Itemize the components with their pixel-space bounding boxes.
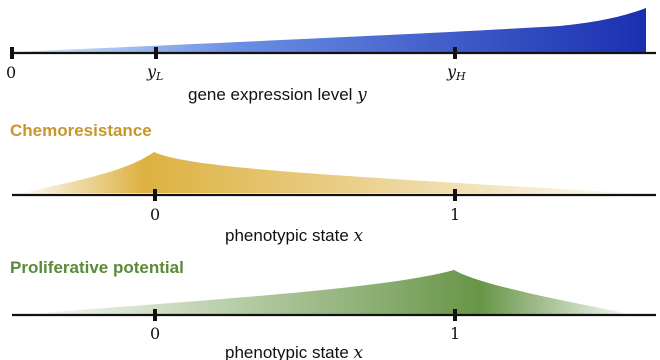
chemo-tick-0-mark	[153, 189, 157, 201]
prolif-curve	[30, 270, 630, 314]
chemo-tick-1-mark	[453, 189, 457, 201]
tick-zero-label: 0	[6, 63, 16, 82]
chemo-curve	[22, 152, 630, 193]
tick-yh-label: yH	[446, 62, 466, 83]
prolif-panel: Proliferative potential 0 1 phenotypic s…	[10, 258, 656, 360]
chemo-axis-label: phenotypic state x	[225, 226, 364, 246]
chemo-panel: Chemoresistance 0 1 phenotypic state x	[10, 121, 656, 246]
expression-wedge	[12, 8, 646, 52]
prolif-tick-1-mark	[453, 309, 457, 321]
prolif-tick-0-mark	[153, 309, 157, 321]
tick-zero-mark	[10, 47, 14, 59]
expression-axis-label: gene expression level y	[188, 85, 367, 105]
prolif-axis-label: phenotypic state x	[225, 343, 364, 360]
expression-panel: 0 yL yH gene expression level y	[6, 8, 656, 105]
tick-yl-label: yL	[146, 62, 163, 83]
prolif-tick-0-label: 0	[150, 324, 160, 343]
prolif-title: Proliferative potential	[10, 258, 184, 277]
tick-yh-mark	[453, 47, 457, 59]
chemo-tick-0-label: 0	[150, 205, 160, 224]
chemo-tick-1-label: 1	[450, 205, 460, 224]
chemo-title: Chemoresistance	[10, 121, 152, 140]
prolif-tick-1-label: 1	[450, 324, 460, 343]
tick-yl-mark	[154, 47, 158, 59]
